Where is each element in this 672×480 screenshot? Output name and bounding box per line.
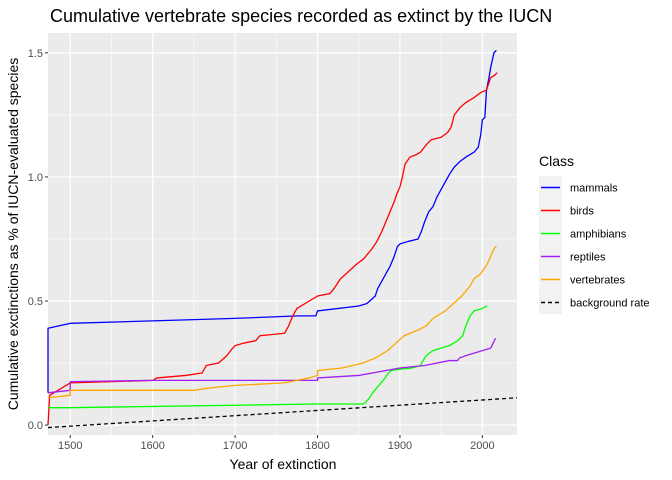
x-axis: 1500 1600 1700 1800 1900 2000 xyxy=(58,435,495,452)
series-layer xyxy=(47,49,518,429)
legend-label: amphibians xyxy=(570,229,627,241)
legend-label: reptiles xyxy=(570,252,606,264)
series-line-mammals xyxy=(47,49,497,393)
legend-label: mammals xyxy=(570,183,618,195)
grid-minor xyxy=(48,33,517,435)
plot-panel xyxy=(48,33,517,435)
legend: Class mammals birds amphibians reptiles vert… xyxy=(539,153,650,314)
y-axis-title: Cumulative exctinctions as % of IUCN-eva… xyxy=(5,58,21,411)
x-axis-title: Year of extinction xyxy=(230,456,337,472)
legend-label: birds xyxy=(570,206,594,218)
x-tick-label: 1500 xyxy=(58,440,82,452)
series-line-background-rate xyxy=(47,397,518,429)
chart-title: Cumulative vertebrate species recorded a… xyxy=(50,6,552,26)
legend-title: Class xyxy=(539,153,574,169)
legend-items: mammals birds amphibians reptiles vertebrate… xyxy=(539,176,650,314)
x-tick-label: 1700 xyxy=(223,440,247,452)
y-axis: 0.0 0.5 1.0 1.5 xyxy=(28,48,48,432)
legend-label: vertebrates xyxy=(570,275,626,287)
series-line-vertebrates xyxy=(47,245,497,399)
x-tick-label: 2000 xyxy=(470,440,494,452)
y-tick-label: 1.0 xyxy=(28,172,43,184)
y-tick-label: 1.5 xyxy=(28,48,43,60)
x-tick-label: 1800 xyxy=(305,440,329,452)
series-line-reptiles xyxy=(47,337,497,394)
series-line-amphibians xyxy=(48,305,488,409)
series-line-birds xyxy=(47,72,498,426)
y-tick-label: 0.5 xyxy=(28,296,43,308)
x-tick-label: 1900 xyxy=(388,440,412,452)
legend-label: background rate xyxy=(570,298,650,310)
x-tick-label: 1600 xyxy=(140,440,164,452)
y-tick-label: 0.0 xyxy=(28,420,43,432)
